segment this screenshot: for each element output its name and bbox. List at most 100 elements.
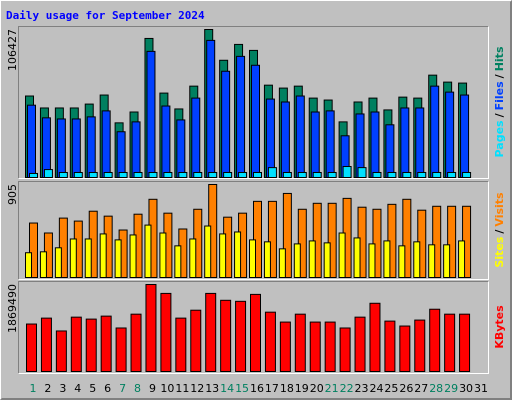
bar: [267, 167, 277, 179]
bar: [56, 118, 66, 178]
bar: [309, 321, 321, 373]
legend: KBytes: [493, 305, 506, 349]
x-tick-label: 15: [235, 382, 249, 395]
x-tick-label: 29: [444, 382, 458, 395]
legend: Pages/Files/Hits: [493, 46, 506, 157]
bar: [428, 244, 436, 278]
bar: [193, 171, 203, 178]
bar: [144, 224, 152, 278]
x-tick-label: 3: [59, 382, 66, 395]
bar: [415, 107, 425, 178]
bar: [357, 167, 367, 179]
bar: [190, 309, 202, 372]
chart-title: Daily usage for September 2024: [6, 9, 205, 22]
bar: [251, 64, 260, 178]
bar: [282, 171, 292, 178]
bar: [84, 238, 92, 278]
bar: [55, 330, 67, 373]
x-tick-label: 5: [89, 382, 96, 395]
bar: [191, 97, 201, 178]
legend-separator: /: [493, 112, 506, 117]
x-tick-label: 8: [134, 382, 141, 395]
x-tick-label: 2: [44, 382, 51, 395]
bar: [25, 252, 32, 278]
bar: [413, 241, 421, 278]
bar: [444, 313, 456, 372]
bar: [69, 238, 77, 278]
bar: [293, 243, 301, 278]
bar: [264, 311, 276, 373]
bar: [414, 319, 426, 372]
panel-bevel-dark: [18, 281, 489, 374]
x-tick-label: 28: [429, 382, 443, 395]
bar: [338, 232, 346, 278]
bar: [145, 284, 157, 372]
bar: [458, 240, 466, 279]
x-tick-label: 11: [175, 382, 189, 395]
bar: [368, 243, 376, 278]
bar: [417, 171, 427, 178]
bar: [279, 321, 291, 373]
panel-bevel-light: [18, 181, 489, 280]
bar: [249, 239, 256, 278]
bar: [385, 124, 395, 178]
x-tick-label: 30: [459, 382, 473, 395]
bar: [204, 225, 212, 278]
bar: [133, 171, 143, 178]
bar: [253, 171, 262, 178]
legend: Sites / Visits: [493, 192, 506, 268]
bar: [327, 171, 337, 178]
x-tick-label: 24: [369, 382, 383, 395]
bar: [323, 242, 331, 279]
x-tick-label: 4: [74, 382, 81, 395]
bar: [99, 233, 107, 278]
legend-entry: Pages: [493, 120, 506, 158]
bar: [278, 248, 286, 279]
x-tick-label: 9: [149, 382, 156, 395]
panel-bevel-light: [18, 281, 489, 374]
bar: [27, 104, 36, 178]
bar: [58, 171, 68, 178]
x-tick-label: 1: [30, 382, 37, 395]
bar: [310, 111, 320, 178]
legend-entry: Sites: [493, 236, 506, 267]
bar: [327, 202, 337, 278]
y-tick-label: 1869490: [6, 284, 19, 333]
x-tick-label: 22: [340, 382, 354, 395]
bar: [163, 171, 173, 178]
panel-bevel-light: [18, 26, 489, 179]
bar: [402, 198, 412, 278]
bar: [263, 241, 271, 278]
bar: [267, 200, 277, 279]
bar: [400, 107, 410, 178]
bar: [70, 316, 82, 373]
y-tick-label: 905: [6, 184, 19, 205]
panel-bevel-dark: [18, 26, 489, 179]
bar: [118, 171, 128, 178]
bar: [40, 317, 52, 373]
bar: [250, 293, 261, 372]
bar: [130, 313, 142, 372]
bar: [398, 245, 406, 278]
bar: [103, 171, 113, 178]
bar: [39, 251, 47, 278]
bar: [353, 237, 361, 278]
bar: [308, 240, 316, 279]
bar: [372, 208, 382, 278]
bar: [432, 205, 442, 278]
x-tick-label: 14: [220, 382, 234, 395]
bar: [236, 55, 246, 178]
bar: [430, 85, 440, 178]
x-tick-label: 26: [399, 382, 413, 395]
x-tick-label: 27: [414, 382, 428, 395]
bar: [383, 240, 391, 279]
bar: [223, 171, 233, 178]
x-tick-label: 19: [295, 382, 309, 395]
x-tick-label: 20: [310, 382, 324, 395]
bar: [384, 320, 396, 373]
bar: [71, 118, 81, 178]
bar: [369, 302, 381, 373]
bar: [148, 171, 158, 178]
bar: [342, 166, 352, 179]
